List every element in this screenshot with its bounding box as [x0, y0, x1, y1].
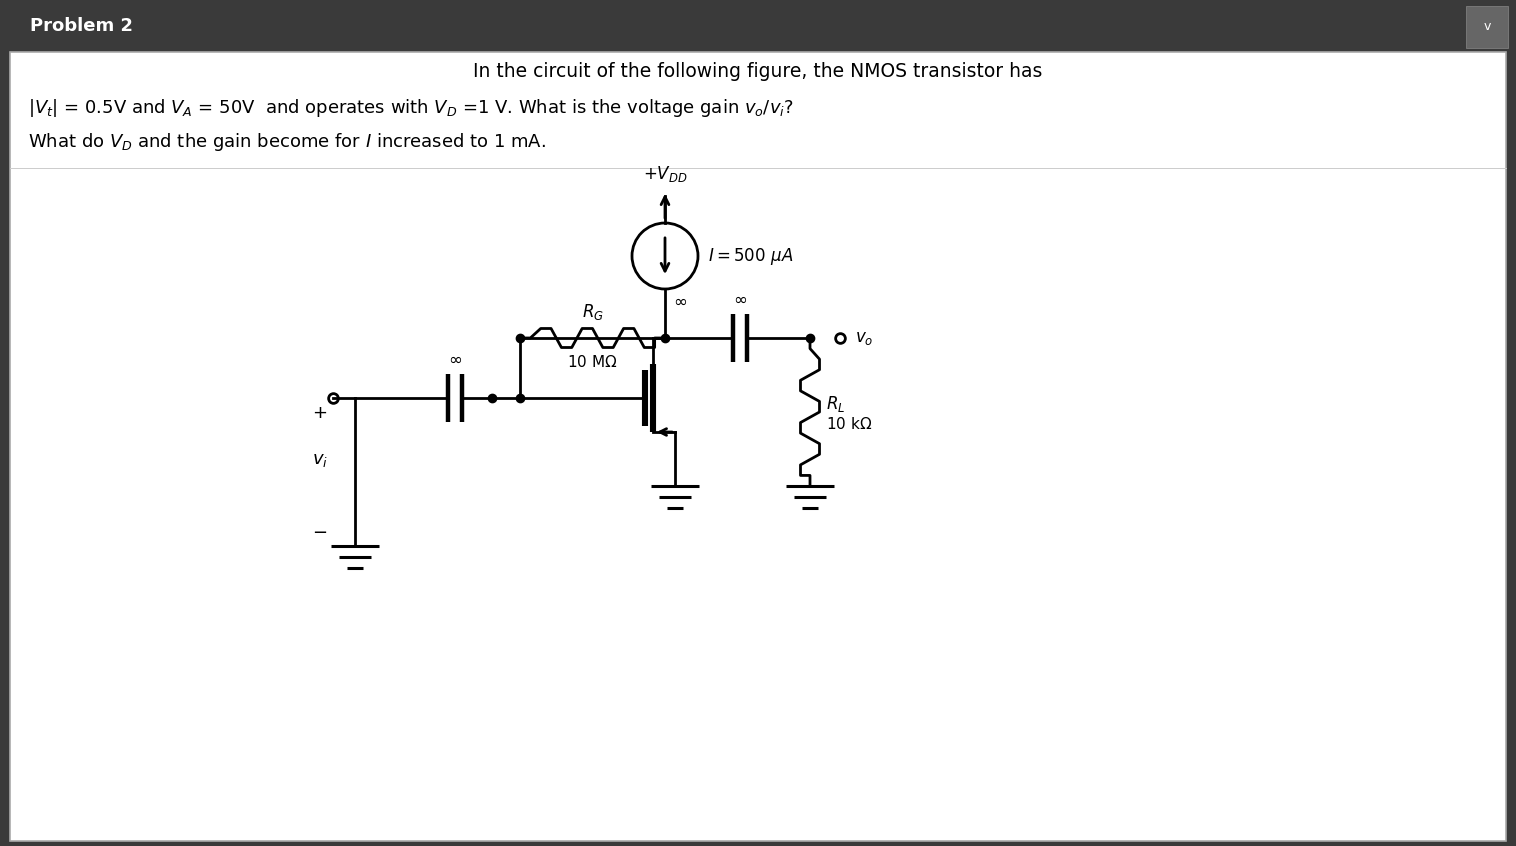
Text: $R_G$: $R_G$ [582, 302, 603, 322]
FancyBboxPatch shape [1466, 6, 1508, 48]
Text: $I = 500\ \mu A$: $I = 500\ \mu A$ [708, 245, 793, 266]
Text: 10 k$\Omega$: 10 k$\Omega$ [826, 416, 872, 432]
Text: $v_i$: $v_i$ [312, 451, 327, 469]
Text: $\infty$: $\infty$ [447, 350, 462, 368]
Text: $\infty$: $\infty$ [673, 292, 687, 310]
Text: $R_L$: $R_L$ [826, 394, 846, 414]
Text: $v_o$: $v_o$ [855, 329, 873, 347]
Text: $-$: $-$ [312, 522, 327, 540]
Text: v: v [1483, 19, 1490, 32]
Text: +: + [312, 404, 327, 422]
FancyBboxPatch shape [11, 52, 1505, 841]
Text: In the circuit of the following figure, the NMOS transistor has: In the circuit of the following figure, … [473, 62, 1043, 80]
Text: $+V_{DD}$: $+V_{DD}$ [643, 164, 687, 184]
Text: What do $V_D$ and the gain become for $I$ increased to 1 mA.: What do $V_D$ and the gain become for $I… [27, 131, 546, 153]
Text: $|V_t|$ = 0.5V and $V_A$ = 50V  and operates with $V_D$ =1 V. What is the voltag: $|V_t|$ = 0.5V and $V_A$ = 50V and opera… [27, 97, 794, 119]
Text: $\infty$: $\infty$ [732, 290, 747, 308]
Text: 10 M$\Omega$: 10 M$\Omega$ [567, 354, 617, 370]
Text: Problem 2: Problem 2 [30, 17, 133, 35]
